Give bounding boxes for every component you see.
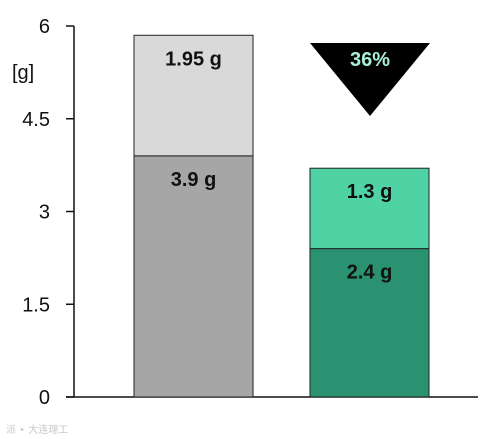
bar-value-label: 1.95 g	[165, 48, 222, 70]
reduction-percent-label: 36%	[350, 49, 390, 71]
y-tick-label: 1.5	[22, 294, 50, 316]
reduction-triangle-badge	[310, 43, 430, 116]
bar-value-label: 2.4 g	[347, 262, 393, 284]
bar-value-label: 1.3 g	[347, 181, 393, 203]
y-tick-label: 0	[39, 387, 50, 409]
bar-value-label: 3.9 g	[171, 169, 217, 191]
y-tick-label: 4.5	[22, 109, 50, 131]
stacked-bar-chart: 0 1.5 3 4.5 6 [g] 3.9 g 1.95 g 2.4 g 1.3 g 36%	[12, 16, 478, 409]
bar-segment	[309, 248, 430, 398]
y-tick-label: 3	[39, 202, 50, 224]
bar-segment	[133, 155, 254, 398]
y-tick-label: 6	[39, 16, 50, 38]
y-unit-label: [g]	[12, 62, 34, 84]
watermark: 派 • 大连理工	[6, 425, 69, 436]
bar-segment	[309, 167, 430, 250]
bar-segment	[133, 34, 254, 157]
